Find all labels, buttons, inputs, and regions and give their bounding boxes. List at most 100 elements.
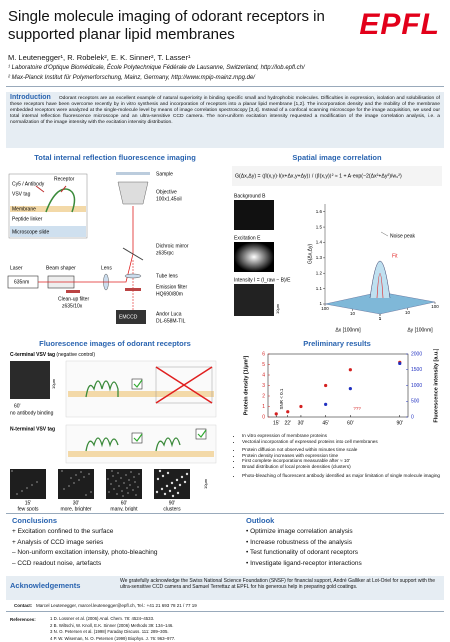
decoration <box>68 451 214 457</box>
point <box>349 387 352 390</box>
scale-bar: 10μm <box>275 303 280 314</box>
label: C-terminal VSV tag (negative control) <box>10 352 95 358</box>
y-tick-label: 5 <box>262 362 265 368</box>
x-tick-label: 90' <box>396 420 403 426</box>
spot <box>26 487 27 488</box>
y2-tick-label: 0 <box>411 414 414 420</box>
spot <box>36 481 37 482</box>
ack-text: We gratefully acknowledge the Swiss Nati… <box>120 578 435 590</box>
tirf-diagram: Cy5 / Antibody VSV tag Membrane Peptide … <box>6 164 224 336</box>
spot <box>11 470 12 471</box>
spot <box>80 471 81 472</box>
results-bullets: In vitro expression of membrane proteins… <box>234 433 442 481</box>
bullet-group: In vitro expression of membrane proteins… <box>234 433 442 444</box>
spot <box>156 491 158 493</box>
tick-label: 1.5 <box>316 224 323 229</box>
spot <box>186 473 188 475</box>
bullet-group: Photo-bleaching of fluorescent antibody … <box>234 473 442 479</box>
spot <box>75 474 76 475</box>
spot <box>68 485 69 486</box>
decoration <box>125 274 141 278</box>
spot <box>111 470 112 471</box>
spot <box>125 474 126 475</box>
list-item: • Optimize image correlation analysis <box>246 527 362 538</box>
label: Fit <box>392 253 398 259</box>
spot <box>164 493 166 495</box>
point <box>299 405 302 408</box>
spot <box>176 479 178 481</box>
y2-tick-label: 500 <box>411 399 420 405</box>
spot <box>169 490 171 492</box>
label: Noise peak <box>390 233 416 239</box>
spot <box>123 482 124 483</box>
y2-tick-label: 2000 <box>411 351 422 357</box>
list-item: – CCD readout noise, artefacts <box>12 559 158 570</box>
y2-tick-label: 1000 <box>411 383 422 389</box>
label: Lens <box>101 265 112 271</box>
conclusions: + Excitation confined to the surface+ An… <box>12 527 158 569</box>
decoration <box>66 290 80 293</box>
point <box>275 412 278 415</box>
annotation: SNR < 0.1 <box>279 388 284 409</box>
spot <box>167 472 169 474</box>
spot <box>90 491 91 492</box>
logo: EPFL <box>359 8 440 42</box>
spot <box>159 470 161 472</box>
y2-tick-label: 1500 <box>411 367 422 373</box>
label: N-terminal VSV tag <box>10 426 55 432</box>
tick-label: 10 <box>405 310 411 315</box>
list-item: + Excitation confined to the surface <box>12 527 158 538</box>
spot <box>115 480 116 481</box>
tick-label: 100 <box>321 306 329 311</box>
spot <box>126 487 127 488</box>
heading: Spatial image correlation <box>230 153 444 162</box>
caption: many, bright <box>110 506 138 511</box>
outlook: • Optimize image correlation analysis• I… <box>246 527 362 569</box>
spot <box>129 484 130 485</box>
spot <box>122 495 123 496</box>
spot <box>162 475 164 477</box>
scale-bar: 10μm <box>203 478 208 489</box>
decoration: 11.11.21.31.41.51.6G(Δx,Δy)110100110100Δ… <box>307 204 439 333</box>
authors: M. Leutenegger¹, R. Robelek², E. K. Sinn… <box>8 53 190 62</box>
decoration <box>125 288 141 291</box>
spot <box>16 493 17 494</box>
label: 635nm <box>14 279 29 285</box>
spot <box>184 481 186 483</box>
x-tick-label: 22' <box>284 420 291 426</box>
tick-label: 1.2 <box>316 270 323 275</box>
tick-label: 100 <box>431 304 439 309</box>
fluorescence-figure: C-terminal VSV tag (negative control) 10… <box>6 349 224 511</box>
spot <box>174 487 176 489</box>
label: Cy5 / Antibody <box>12 181 45 187</box>
spot <box>73 482 74 483</box>
chart: 0123456050010001500200015'22'30'45'60'90… <box>232 349 444 433</box>
tick-label: 10 <box>350 311 356 316</box>
affiliation: ¹ Laboratoire d'Optique Biomédicale, Éco… <box>8 65 305 71</box>
label: Contact: <box>14 603 32 608</box>
label: z635rpc <box>156 250 174 256</box>
heading: Introduction <box>10 94 51 101</box>
axis-label: Δx [100nm] <box>335 327 361 333</box>
scale-bar: 10μm <box>51 378 56 389</box>
tick-label: 1.4 <box>316 240 323 245</box>
list-item: 4 P. W. Wiseman, N. O. Petersen (1999) B… <box>50 636 440 642</box>
x-tick-label: 60' <box>347 420 354 426</box>
caption: few spots <box>17 506 39 511</box>
spot <box>121 490 122 491</box>
spot <box>177 492 179 494</box>
spot <box>172 495 174 497</box>
list-item: + Analysis of CCD image series <box>12 538 158 549</box>
label: Microscope slide <box>12 229 49 235</box>
spot <box>31 484 32 485</box>
label: EMCCD <box>119 314 138 320</box>
caption: more, brighter <box>60 506 91 511</box>
decoration <box>118 182 148 204</box>
spot <box>132 489 133 490</box>
intro-text: Odorant receptors are an excellent examp… <box>10 96 440 125</box>
label: (negative control) <box>56 352 95 358</box>
spot <box>171 482 173 484</box>
decoration <box>116 172 150 175</box>
